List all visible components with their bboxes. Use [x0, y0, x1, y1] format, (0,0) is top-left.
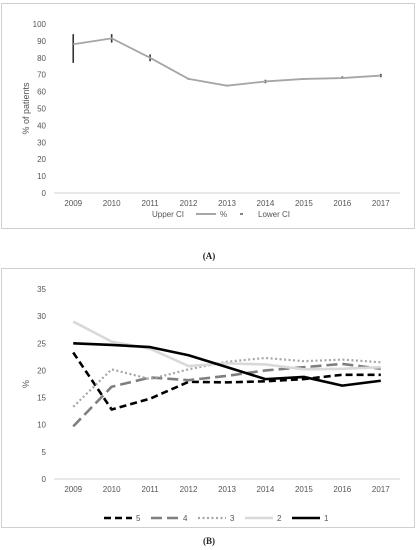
chart-b-legend-label-2: 2: [277, 514, 282, 523]
chart-a-x-tick-label: 2013: [218, 199, 236, 208]
chart-a-y-tick-label: 10: [37, 172, 46, 181]
chart-b-x-tick-label: 2014: [257, 485, 275, 494]
chart-a-y-tick-label: 0: [42, 189, 47, 198]
chart-a-y-tick-label: 80: [37, 54, 46, 63]
caption-a: (A): [202, 251, 216, 261]
chart-b-x-tick-label: 2011: [142, 485, 160, 494]
caption-b: (B): [203, 536, 215, 546]
chart-b-y-tick-label: 5: [42, 448, 47, 457]
chart-b-panel: 0 5 10 15 20 25 30 35 2009 2010 2011 2012 2013 2014 20…: [1, 268, 415, 528]
chart-a-y-tick-label: 90: [37, 37, 46, 46]
chart-b-y-axis-label: %: [21, 380, 31, 388]
chart-b-y-tick-label: 25: [37, 339, 46, 348]
chart-a-x-tick-label: 2009: [64, 199, 82, 208]
chart-b-y-tick-label: 10: [37, 421, 46, 430]
chart-b-legend-label-1: 1: [324, 514, 329, 523]
chart-a-series-%-line: [73, 37, 381, 87]
chart-a-x-tick-label: 2012: [180, 199, 198, 208]
chart-a-y-tick-label: 50: [37, 105, 46, 114]
chart-a-legend-upper-ci: Upper CI: [152, 210, 184, 219]
chart-a-panel: 0 10 20 30 40 50 60 70 80 90 100 2009 2010 2011 2012 20…: [1, 3, 415, 229]
chart-a-svg: 0 10 20 30 40 50 60 70 80 90 100 2009 2010 2011 2012 20…: [21, 20, 400, 219]
chart-a-y-tick-label: 20: [37, 155, 46, 164]
chart-b-x-tick-label: 2016: [333, 485, 351, 494]
chart-b-legend-label-5: 5: [136, 514, 141, 523]
chart-b-x-tick-label: 2012: [180, 485, 198, 494]
chart-b-y-tick-label: 20: [37, 366, 46, 375]
chart-a-y-tick-label: 100: [33, 20, 47, 29]
chart-b-x-tick-label: 2013: [218, 485, 236, 494]
chart-b-y-tick-label: 15: [37, 394, 46, 403]
chart-a-legend-percent: %: [220, 210, 227, 219]
chart-a-x-tick-label: 2011: [142, 199, 160, 208]
chart-b-y-tick-label: 0: [42, 475, 47, 484]
chart-a-x-tick-label: 2017: [372, 199, 390, 208]
chart-a-x-tick-label: 2016: [333, 199, 351, 208]
chart-b-series-4-line: [72, 362, 381, 428]
chart-a-legend-lower-ci: Lower CI: [258, 210, 290, 219]
chart-b-x-tick-label: 2015: [295, 485, 313, 494]
chart-b-legend-label-4: 4: [183, 514, 188, 523]
chart-a-x-tick-label: 2015: [295, 199, 313, 208]
chart-b-legend-label-3: 3: [230, 514, 235, 523]
chart-a-y-tick-label: 40: [37, 121, 46, 130]
chart-a-x-tick-label: 2010: [103, 199, 121, 208]
chart-a-y-tick-label: 60: [37, 88, 46, 97]
chart-b-y-tick-label: 35: [37, 285, 46, 294]
chart-b-x-tick-label: 2009: [64, 485, 82, 494]
chart-b-x-tick-label: 2010: [103, 485, 121, 494]
chart-a-y-tick-label: 30: [37, 138, 46, 147]
chart-b-y-tick-label: 30: [37, 312, 46, 321]
chart-a-x-tick-label: 2014: [257, 199, 275, 208]
chart-a-y-axis-label: % of patients: [21, 82, 31, 135]
chart-a-y-tick-label: 70: [37, 71, 46, 80]
chart-b-x-tick-label: 2017: [372, 485, 390, 494]
